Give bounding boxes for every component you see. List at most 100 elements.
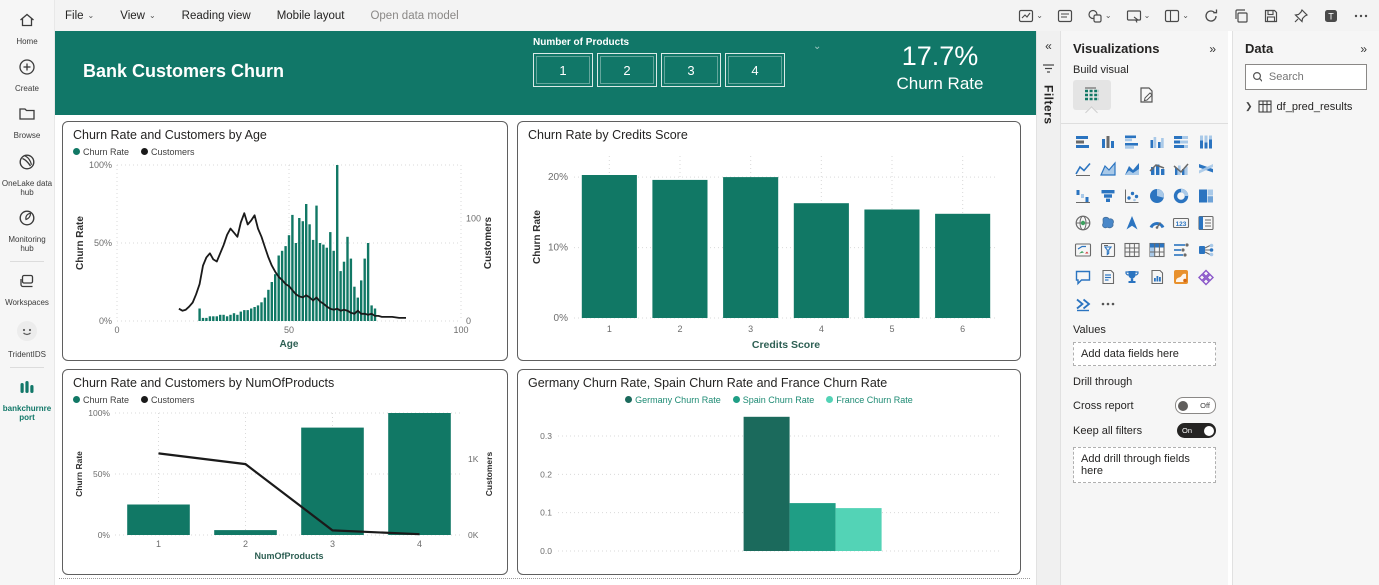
expand-filters-icon[interactable]: « [1045,39,1052,53]
drill-through-field-well[interactable]: Add drill through fields here [1073,447,1216,483]
keep-all-filters-toggle[interactable]: On [1177,423,1216,438]
pin-icon[interactable] [1293,8,1309,24]
chevron-down-icon: ⌄ [1036,11,1043,20]
teams-share-icon[interactable]: T [1323,8,1339,24]
present-icon[interactable]: ⌄ [1126,8,1151,24]
tab-build-visual[interactable] [1073,80,1111,110]
stacked-bar-chart-icon[interactable] [1073,132,1093,152]
chevron-down-icon: ⌄ [148,11,156,20]
filters-pane-label[interactable]: Filters [1041,85,1056,125]
menu-item-view[interactable]: View ⌄ [120,9,156,22]
shapes-icon[interactable]: ⌄ [1087,8,1112,24]
key-influencers-icon[interactable] [1196,240,1216,260]
sidebar-item-browse[interactable]: Browse [0,98,54,145]
optimize-visuals-icon[interactable]: ⌄ [1018,8,1043,24]
collapse-visualizations-icon[interactable]: » [1209,41,1216,56]
collapse-data-panel-icon[interactable]: » [1360,41,1367,56]
100-stacked-column-chart-icon[interactable] [1196,132,1216,152]
treemap-icon[interactable] [1196,186,1216,206]
sidebar-item-workspaces[interactable]: Workspaces [0,265,54,312]
gauge-icon[interactable] [1147,213,1167,233]
sidebar-item-bankchurnreport[interactable]: bankchurnreport [0,371,54,427]
sidebar-item-tridentids[interactable]: TridentIDS [0,313,54,364]
slicer-button-1[interactable]: 1 [533,53,593,87]
chart-title: Churn Rate and Customers by NumOfProduct… [73,376,335,390]
table-icon[interactable] [1122,240,1142,260]
slicer-button-3[interactable]: 3 [661,53,721,87]
matrix-icon[interactable] [1147,240,1167,260]
filter-funnel-icon [1043,64,1054,73]
azure-map-icon[interactable] [1122,213,1142,233]
slicer-dropdown-icon[interactable]: ⌄ [813,41,822,52]
legend-item: Germany Churn Rate [625,395,721,405]
stacked-column-chart-icon[interactable] [1098,132,1118,152]
slicer-button-2[interactable]: 2 [597,53,657,87]
kpi-icon[interactable] [1073,240,1093,260]
svg-text:123: 123 [1176,221,1187,228]
sidebar-item-monitoring-hub[interactable]: Monitoring hub [0,202,54,258]
chart-card-credit-score[interactable]: Churn Rate by Credits Score 0% 10% 20% 1 2 3 4… [517,121,1021,361]
decomposition-tree-icon[interactable] [1171,240,1191,260]
data-panel: Data » ❯ df_pred_results [1232,31,1379,585]
stacked-area-chart-icon[interactable] [1122,159,1142,179]
copy-icon[interactable] [1233,8,1249,24]
menu-item-open-data-model[interactable]: Open data model [370,9,459,22]
ribbon-chart-icon[interactable] [1196,159,1216,179]
svg-text:100%: 100% [88,408,110,418]
more-visuals-icon[interactable] [1098,294,1118,314]
page-view-icon[interactable]: ⌄ [1164,8,1189,24]
100-stacked-bar-chart-icon[interactable] [1171,132,1191,152]
svg-text:4: 4 [417,539,422,549]
search-input[interactable] [1266,70,1360,84]
chevron-down-icon: ⌄ [1143,11,1151,20]
card-icon[interactable]: 123 [1171,213,1191,233]
values-field-well[interactable]: Add data fields here [1073,342,1216,366]
smart-narrative-icon[interactable] [1098,267,1118,287]
line-stacked-column-chart-icon[interactable] [1147,159,1167,179]
tab-format-visual[interactable] [1127,80,1165,110]
data-search-box[interactable] [1245,64,1367,90]
clustered-column-chart-icon[interactable] [1147,132,1167,152]
scatter-chart-icon[interactable] [1122,186,1142,206]
line-clustered-column-chart-icon[interactable] [1171,159,1191,179]
slicer-icon[interactable] [1098,240,1118,260]
pie-chart-icon[interactable] [1147,186,1167,206]
svg-text:10%: 10% [548,243,568,254]
svg-text:3: 3 [748,324,753,334]
qa-icon[interactable] [1073,267,1093,287]
metrics-icon[interactable] [1122,267,1142,287]
cross-report-toggle[interactable]: Off [1175,397,1216,414]
expand-table-icon[interactable]: ❯ [1245,101,1253,111]
menu-item-file[interactable]: File ⌄ [65,9,95,22]
arcgis-map-icon[interactable] [1171,267,1191,287]
waterfall-chart-icon[interactable] [1073,186,1093,206]
menu-item-reading-view[interactable]: Reading view [181,9,251,22]
text-box-icon[interactable] [1057,8,1073,24]
funnel-chart-icon[interactable] [1098,186,1118,206]
paginated-report-icon[interactable] [1147,267,1167,287]
filled-map-icon[interactable] [1098,213,1118,233]
power-automate-icon[interactable] [1073,294,1093,314]
chart-card-age[interactable]: Churn Rate and Customers by Age Churn Ra… [62,121,508,361]
chart-card-country[interactable]: Germany Churn Rate, Spain Churn Rate and… [517,369,1021,575]
slicer-button-4[interactable]: 4 [725,53,785,87]
sidebar-item-onelake-data-hub[interactable]: OneLake data hub [0,146,54,202]
more-options-icon[interactable] [1353,8,1369,24]
chart-card-products[interactable]: Churn Rate and Customers by NumOfProduct… [62,369,508,575]
sidebar-item-home[interactable]: Home [0,4,54,51]
save-icon[interactable] [1263,8,1279,24]
donut-chart-icon[interactable] [1171,186,1191,206]
data-table-item[interactable]: ❯ df_pred_results [1245,100,1367,113]
sidebar-item-create[interactable]: Create [0,51,54,98]
visual-types-grid: 123 [1073,132,1216,314]
clustered-bar-chart-icon[interactable] [1122,132,1142,152]
line-chart-icon[interactable] [1073,159,1093,179]
map-icon[interactable] [1073,213,1093,233]
churn-rate-kpi: 17.7% Churn Rate [855,41,1025,96]
refresh-icon[interactable] [1203,8,1219,24]
area-chart-icon[interactable] [1098,159,1118,179]
multi-row-card-icon[interactable] [1196,213,1216,233]
menu-item-mobile-layout[interactable]: Mobile layout [276,9,345,22]
power-apps-icon[interactable] [1196,267,1216,287]
build-visual-icon [1085,87,1099,101]
